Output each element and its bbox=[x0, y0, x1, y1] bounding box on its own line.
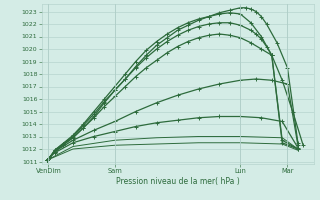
X-axis label: Pression niveau de la mer( hPa ): Pression niveau de la mer( hPa ) bbox=[116, 177, 239, 186]
